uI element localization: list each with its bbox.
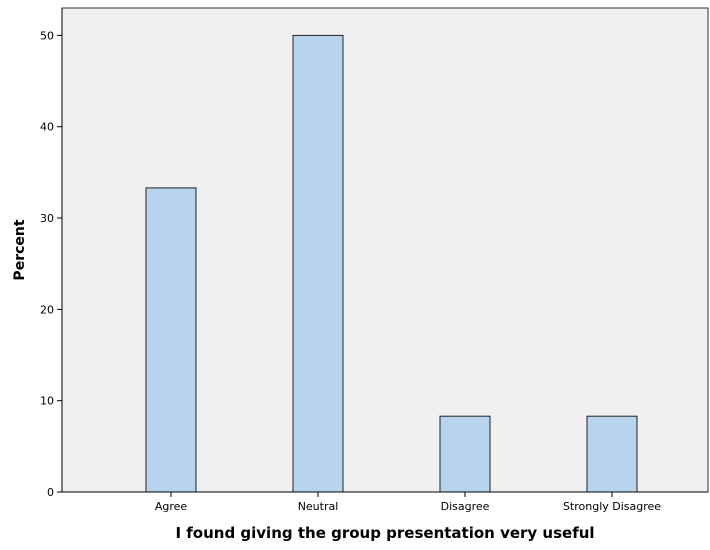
- bar-neutral: [292, 34, 344, 493]
- bar-disagree: [439, 415, 491, 493]
- bars-group: [145, 34, 638, 493]
- x-tick-label: Disagree: [441, 500, 490, 513]
- y-axis-title: Percent: [12, 219, 28, 280]
- x-tick-label: Strongly Disagree: [563, 500, 661, 513]
- x-tick-label: Neutral: [298, 500, 339, 513]
- y-axis: 0 10 20 30 40 50: [40, 8, 63, 499]
- x-axis: Agree Neutral Disagree Strongly Disagree: [62, 491, 708, 513]
- bar-agree: [145, 187, 197, 493]
- y-tick-label: 50: [40, 29, 54, 42]
- y-tick-label: 10: [40, 395, 54, 408]
- bar-strongly-disagree: [586, 415, 638, 493]
- y-tick-label: 40: [40, 121, 54, 134]
- x-tick-label: Agree: [155, 500, 188, 513]
- y-tick-label: 30: [40, 212, 54, 225]
- x-axis-title: I found giving the group presentation ve…: [175, 524, 594, 542]
- y-tick-label: 20: [40, 303, 54, 316]
- y-tick-label: 0: [47, 486, 54, 499]
